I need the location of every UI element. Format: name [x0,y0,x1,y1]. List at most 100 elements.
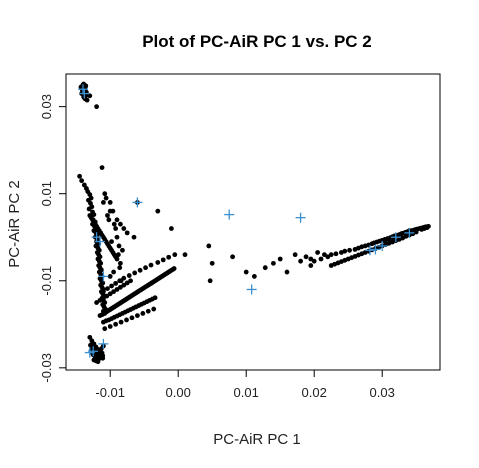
data-point [318,256,324,262]
data-point [386,237,392,242]
cross-marker [295,212,306,223]
x-axis-label: PC-AiR PC 1 [213,431,301,448]
data-point [118,221,123,227]
data-point [106,217,112,223]
data-point [101,289,106,295]
data-point [131,234,137,240]
data-point [105,286,110,291]
data-point [140,311,146,316]
data-point [105,213,110,218]
data-point [328,252,334,258]
cross-marker [370,244,381,255]
data-point [145,308,151,314]
data-point [143,265,148,271]
plot-frame [65,73,441,371]
data-point [81,182,87,188]
data-point [111,269,116,275]
data-point [308,263,314,268]
data-point [118,260,123,266]
data-point [155,208,161,214]
data-point [101,200,106,205]
data-point [230,254,236,260]
data-point [120,247,125,253]
data-point [118,319,124,325]
data-point [209,260,215,266]
data-point [129,315,135,321]
data-point [121,275,127,281]
data-point [172,252,178,258]
data-point [116,243,122,249]
data-point [325,254,331,260]
data-points [77,81,431,365]
chart-title: Plot of PC-AiR PC 1 vs. PC 2 [142,32,372,51]
data-point [99,165,105,170]
data-point [303,254,309,260]
data-point [84,97,90,103]
data-point [95,359,101,365]
data-point [121,226,127,231]
cross-marker [364,245,375,256]
data-point [382,238,388,244]
data-point [117,278,123,284]
data-point [308,256,314,262]
data-point [333,251,339,257]
data-point [114,287,120,292]
cross-marker [377,240,388,251]
cross-marker [79,88,90,99]
data-point [118,284,123,290]
y-tick-label: -0.01 [39,266,54,296]
data-point [271,260,276,266]
cross-marker [404,227,415,238]
data-point [107,208,113,214]
data-point [322,252,327,258]
data-point [94,104,99,110]
cross-marker [246,284,257,295]
data-point [107,200,113,205]
data-point [298,258,303,264]
data-point [113,254,119,260]
data-point [111,289,116,295]
data-point [117,265,123,271]
data-point [102,326,108,332]
data-point [128,278,134,284]
data-point [124,280,130,286]
data-point [424,225,430,231]
y-axis-label: PC-AiR PC 2 [6,180,23,268]
cross-marker [224,209,235,220]
data-point [206,243,212,249]
y-axis: -0.03 -0.01 0.01 0.03 [39,94,67,383]
cross-marker [98,271,109,282]
data-point [109,239,114,244]
data-point [113,321,119,327]
cross-marker [95,236,105,247]
data-point [111,221,117,227]
data-point [166,254,172,260]
data-point [152,295,158,301]
x-tick-label: 0.02 [302,385,327,400]
x-tick-label: 0.00 [166,385,191,400]
data-point [101,295,106,301]
data-point [251,274,257,279]
data-point [94,300,99,305]
data-point [315,250,320,255]
data-point [148,262,154,268]
y-tick-label: -0.03 [39,353,54,383]
y-tick-label: 0.01 [39,181,54,206]
data-point [155,260,161,265]
data-point [107,274,113,279]
data-point [83,83,89,89]
data-point [87,334,93,340]
data-point [160,257,166,263]
cross-marker [132,197,143,208]
data-point [100,355,106,361]
cross-marker [88,346,99,357]
data-point [132,270,138,276]
data-point [135,313,140,318]
cross-marker [390,232,401,243]
data-point [169,226,174,231]
data-point [284,269,290,275]
data-point [342,248,348,254]
data-point [97,297,103,303]
cross-marker [98,338,109,349]
